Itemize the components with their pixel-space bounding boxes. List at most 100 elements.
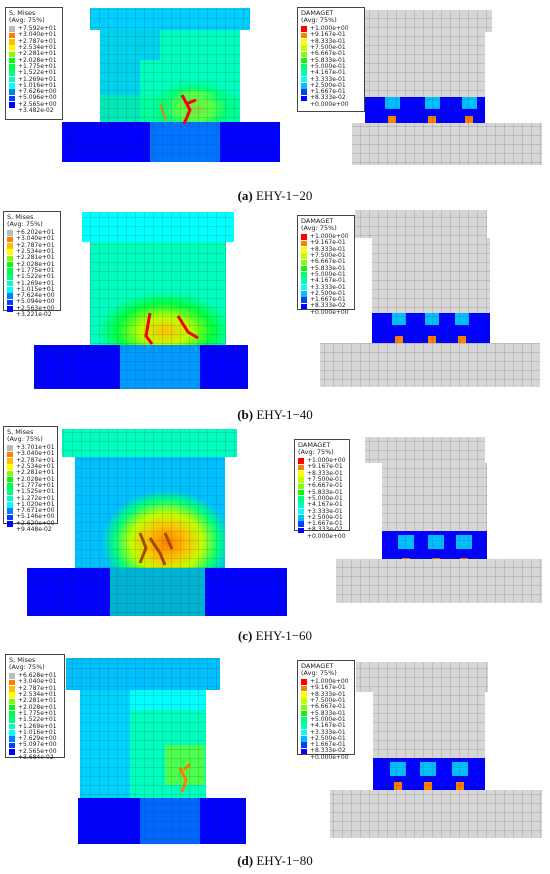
caption-specimen: EHY-1−40 [256,407,313,422]
legend-title: S, Mises [9,9,36,17]
legend-swatch [301,70,307,77]
legend-entry: +1.015e+01 [7,286,57,293]
legend-average: (Avg: 75%) [7,220,43,228]
legend-value: +8.333e-01 [310,690,346,698]
legend-rows: +1.000e+00 +9.167e-01 +8.333e-01 +7.500e-01… [298,458,346,540]
legend-value: +2.500e-01 [310,289,346,297]
legend-entry: +1.775e+01 [9,710,61,717]
legend-swatch [9,704,15,711]
legend-swatch [298,502,304,509]
legend-entry: +2.028e+01 [7,261,57,268]
legend-swatch [7,242,13,249]
legend-swatch [9,70,15,77]
legend-swatch [9,698,15,705]
legend-entry: +6.667e-01 [298,482,346,490]
legend-swatch [9,755,15,761]
legend-value: +5.000e-01 [310,715,346,723]
legend-entry: +2.534e+01 [9,692,61,698]
legend-swatch [7,280,13,287]
legend-value: +1.667e-01 [310,741,346,749]
legend-value: +4.167e-01 [310,722,346,730]
legend-entry: +7.500e-01 [298,477,346,483]
legend-swatch [298,464,304,471]
legend-entry: +3.333e-01 [301,729,351,736]
legend-value: +5.833e-01 [310,264,346,272]
legend-swatch [7,470,13,477]
legend-entry: +3.221e-02 [7,312,57,318]
legend-title: S, Mises [7,428,34,436]
legend-entry: +8.333e-02 [301,303,351,310]
legend-entry: +1.522e+01 [9,717,61,724]
legend-entry: +5.094e+00 [7,299,57,306]
legend-value: +2.500e-01 [307,513,343,521]
legend-value: +5.000e-01 [310,62,346,70]
legend-value: +6.667e-01 [310,258,346,266]
legend-rows: +3.701e+01 +3.040e+01 +2.787e+01 +2.534e+01… [7,444,55,533]
legend-value: +3.684e-02 [18,754,54,761]
legend-swatch [9,38,15,45]
legend-value: +8.333e-02 [310,94,346,102]
legend-value: +3.701e+01 [16,444,55,452]
legend-swatch [298,534,304,540]
legend-entry: +3.040e+01 [7,236,57,243]
legend-entry: +0.000e+00 [301,309,351,316]
legend-value: +6.667e-01 [310,703,346,711]
legend-value: +6.667e-01 [307,482,343,490]
legend-entry: +6.667e-01 [301,51,361,58]
legend-value: +7.629e+00 [18,735,57,743]
legend-value: +2.500e-01 [310,734,346,742]
legend-entry: +9.448e-02 [7,527,54,533]
legend-value: +2.787e+01 [18,37,57,45]
legend-entry: +6.202e+01 [7,230,57,236]
legend-swatch [301,234,307,240]
legend-swatch [9,95,15,102]
legend-swatch [9,76,15,83]
legend-swatch [298,508,304,515]
legend-entry: +2.281e+01 [7,255,57,262]
legend-swatch [301,253,307,259]
legend-value: +3.482e-02 [18,107,54,114]
legend-entry: +0.000e+00 [301,754,351,761]
legend-value: +3.040e+01 [18,31,57,39]
legend-average: (Avg: 75%) [301,224,337,232]
legend-entry: +5.833e-01 [301,709,351,717]
legend-swatch [7,249,13,255]
legend-swatch [301,748,307,755]
legend-entry: +2.787e+01 [7,457,55,464]
legend-swatch [301,691,307,698]
legend-entry: +1.272e+01 [7,494,55,502]
legend-swatch [301,729,307,736]
caption-letter: (c) [237,628,253,643]
caption-specimen: EHY-1−80 [256,853,313,868]
legend-entry: +2.563e+00 [7,305,57,312]
legend-entry: +1.522e+01 [9,70,59,77]
legend-swatch [9,64,15,70]
legend-entry: +9.167e-01 [301,31,361,39]
legend-entry: +3.482e-02 [9,108,59,114]
legend-value: +5.833e-01 [310,709,346,717]
legend-entry: +1.269e+01 [7,280,57,287]
legend-entry: +2.281e+01 [9,51,59,58]
legend-entry: +8.333e-01 [298,470,346,477]
legend-entry: +5.000e-01 [298,495,346,502]
legend-entry: +1.667e-01 [301,742,351,748]
legend-value: +8.333e-02 [307,526,343,534]
legend-swatch [298,483,304,490]
legend-entry: +1.020e+01 [7,501,55,508]
legend-swatch [9,32,15,39]
damage-legend: DAMAGET (Avg: 75%) +1.000e+00 +9.167e-01 +… [297,660,355,760]
legend-value: +1.272e+01 [16,494,55,502]
legend-title: DAMAGET [301,217,334,225]
legend-swatch [301,246,307,253]
legend-swatch [7,268,13,274]
legend-swatch [301,710,307,717]
legend-swatch [301,51,307,58]
legend-entry: +1.667e-01 [301,89,361,95]
panel-caption: (b) EHY-1−40 [0,407,550,423]
legend-value: +9.167e-01 [310,31,346,39]
legend-value: +3.040e+01 [16,450,55,458]
caption-letter: (d) [237,853,254,868]
legend-value: +7.624e+00 [16,292,55,300]
legend-swatch [7,299,13,306]
legend-swatch [7,312,13,318]
